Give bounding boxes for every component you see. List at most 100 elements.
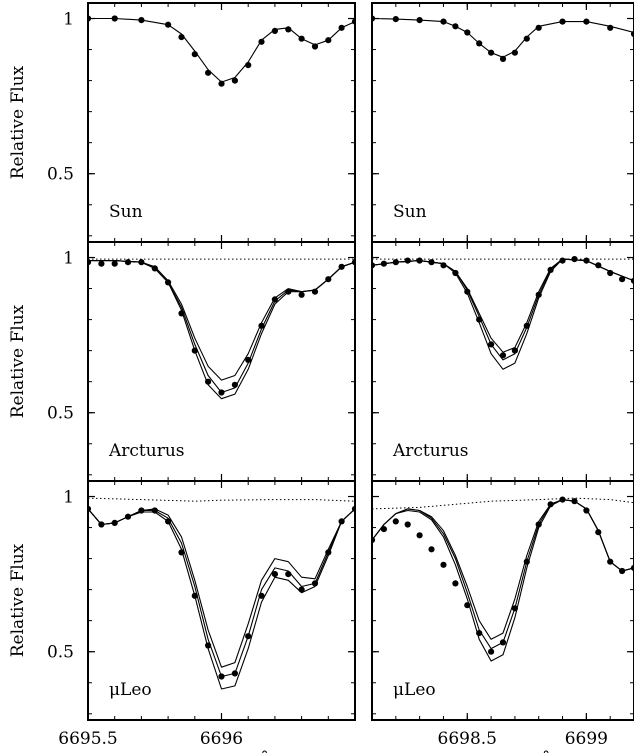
observed-point xyxy=(178,34,185,41)
observed-point xyxy=(165,518,172,525)
observed-point xyxy=(298,291,305,298)
observed-point xyxy=(452,23,459,30)
model-line-2 xyxy=(88,508,355,690)
observed-point xyxy=(245,633,252,640)
observed-point xyxy=(476,40,483,47)
panel-frame xyxy=(371,480,634,721)
observed-point xyxy=(124,513,132,520)
observed-point xyxy=(311,288,319,295)
observed-point xyxy=(416,532,423,539)
observed-point xyxy=(619,276,626,283)
observed-point xyxy=(440,561,447,568)
observed-point xyxy=(380,260,387,267)
star-label: Sun xyxy=(393,202,427,222)
observed-point xyxy=(271,27,278,34)
observed-point xyxy=(607,24,614,31)
observed-point xyxy=(258,592,265,599)
observed-point xyxy=(476,630,483,637)
observed-point xyxy=(452,580,459,587)
model-line-1 xyxy=(88,260,355,400)
panel-1-0: 0.5 1 Arcturus xyxy=(47,241,356,482)
observed-point xyxy=(535,291,542,298)
observed-point xyxy=(191,592,198,599)
observed-point xyxy=(571,498,578,505)
star-label: Arcturus xyxy=(108,441,185,461)
model-line-0 xyxy=(372,499,634,650)
plot-area xyxy=(372,496,634,662)
panel-0-1: Sun xyxy=(371,2,634,243)
dotted-reference-line xyxy=(88,497,355,502)
model-line-2 xyxy=(372,258,634,370)
x-axis-title: Wavelength (Å) xyxy=(146,750,278,753)
observed-point xyxy=(298,35,305,42)
observed-point xyxy=(440,262,447,269)
observed-point xyxy=(111,260,118,267)
star-label: μLeo xyxy=(109,680,152,700)
model-line-0 xyxy=(88,508,355,678)
observed-point xyxy=(523,35,530,42)
observed-point xyxy=(271,296,278,303)
y-axis-title: Relative Flux xyxy=(8,304,28,418)
model-line-2 xyxy=(88,260,355,381)
observed-point xyxy=(138,259,145,266)
observed-point xyxy=(205,378,212,385)
observed-point xyxy=(111,519,118,527)
plot-area xyxy=(88,15,355,87)
observed-point xyxy=(404,257,411,264)
observed-point xyxy=(285,288,292,295)
panel-0-0: 0.5 1 Sun xyxy=(47,2,356,243)
observed-point xyxy=(440,18,447,25)
star-label: Arcturus xyxy=(392,441,469,461)
observed-point xyxy=(547,266,554,273)
observed-point xyxy=(547,501,554,508)
observed-point xyxy=(488,49,495,56)
observed-point xyxy=(464,288,471,295)
x-tick-label: 6695.5 xyxy=(58,729,117,749)
observed-point xyxy=(559,496,566,503)
observed-point xyxy=(595,529,602,536)
observed-point xyxy=(338,24,345,31)
observed-point xyxy=(231,670,238,677)
y-axis-title: Relative Flux xyxy=(8,543,28,657)
observed-point xyxy=(271,571,278,578)
y-tick-label: 1 xyxy=(63,249,74,269)
star-label: Sun xyxy=(109,202,143,222)
observed-point xyxy=(285,26,292,33)
y-tick-label: 1 xyxy=(63,488,74,508)
observed-point xyxy=(535,24,542,31)
observed-point xyxy=(499,639,507,646)
observed-point xyxy=(311,43,319,50)
observed-point xyxy=(338,518,345,525)
observed-point xyxy=(559,257,566,264)
model-line-0 xyxy=(372,258,634,353)
observed-point xyxy=(124,259,132,266)
observed-point xyxy=(298,586,305,593)
observed-point xyxy=(191,347,198,354)
observed-point xyxy=(464,602,471,609)
observed-point xyxy=(258,38,265,45)
model-line-1 xyxy=(88,508,355,668)
observed-point xyxy=(583,257,590,264)
observed-point xyxy=(151,507,158,514)
observed-point xyxy=(311,580,319,587)
observed-point xyxy=(380,526,387,533)
x-tick-label: 6699 xyxy=(565,729,608,749)
observed-point xyxy=(285,571,292,578)
observed-point xyxy=(138,507,145,514)
x-tick-label: 6696 xyxy=(200,729,243,749)
observed-point xyxy=(245,356,252,363)
observed-point xyxy=(178,549,185,556)
observed-point xyxy=(245,62,252,69)
panel-1-1: Arcturus xyxy=(371,241,634,482)
plot-area xyxy=(88,258,355,400)
observed-point xyxy=(535,521,542,528)
plot-area xyxy=(372,256,634,370)
observed-point xyxy=(258,322,265,329)
model-line-1 xyxy=(372,499,634,640)
observed-point xyxy=(619,567,626,575)
y-tick-label: 0.5 xyxy=(47,404,74,424)
y-tick-label: 1 xyxy=(63,10,74,30)
panel-2-0: 0.5 1 μLeo xyxy=(47,480,356,721)
plot-area xyxy=(88,497,355,690)
observed-point xyxy=(98,521,105,528)
